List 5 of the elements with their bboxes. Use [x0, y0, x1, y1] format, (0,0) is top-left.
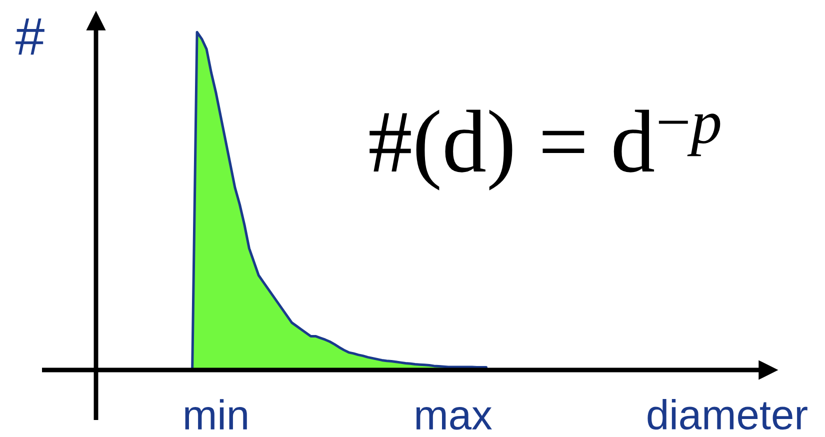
- x-tick-label: min: [185, 399, 247, 430]
- y-axis-title: #: [16, 18, 44, 55]
- x-tick-label: max: [416, 406, 492, 430]
- x-axis-title: diameter: [648, 399, 808, 430]
- annotation: #(d) = d$^{−p}$: [370, 110, 720, 190]
